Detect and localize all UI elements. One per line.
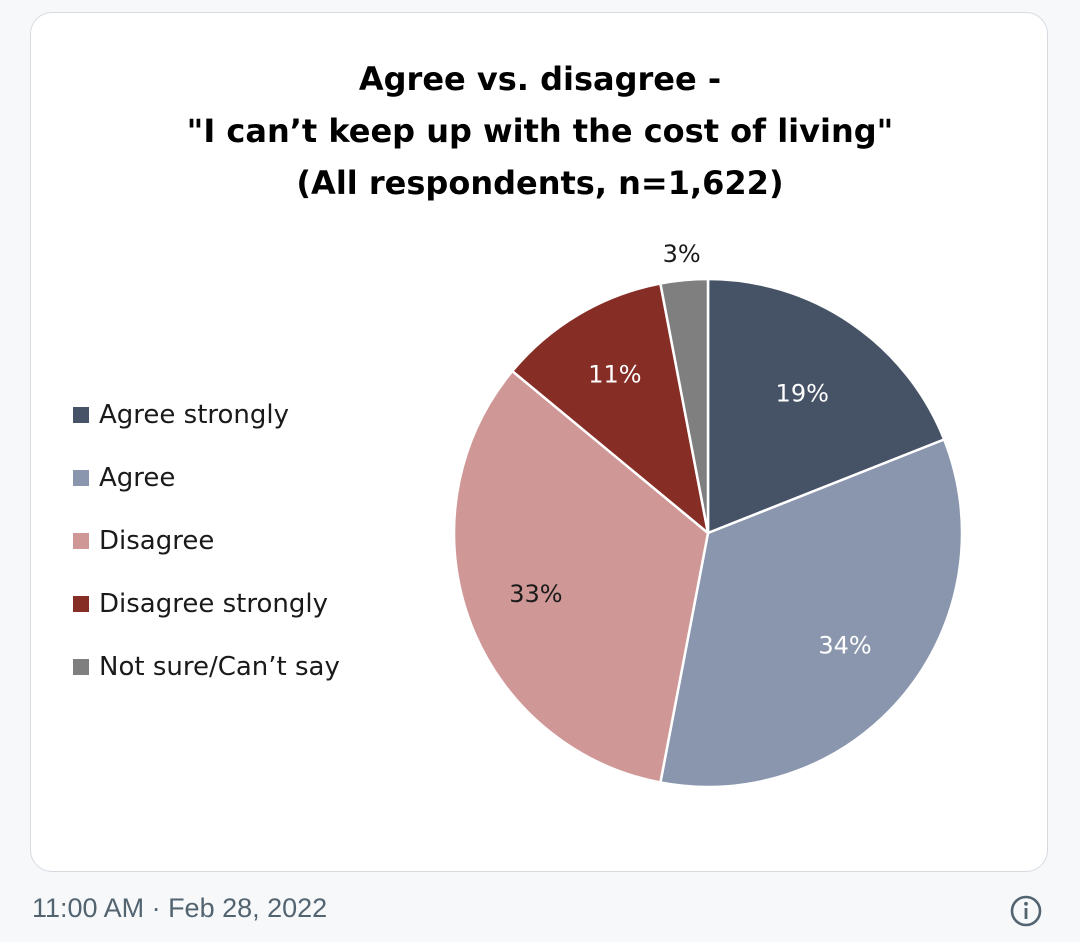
slice-data-label: 19% [776, 379, 829, 407]
pie-chart: 19% 34% 33% 11% 3% [452, 240, 964, 789]
tweet-timestamp[interactable]: 11:00 AM · Feb 28, 2022 [32, 893, 328, 923]
legend-item: Disagree [73, 509, 433, 572]
pie-slice [511, 282, 710, 535]
pie-slice [659, 277, 710, 535]
slice-data-label: 11% [588, 361, 641, 389]
legend-item: Disagree strongly [73, 572, 433, 635]
legend-swatch [73, 532, 89, 549]
legend-label: Agree [99, 462, 176, 493]
legend-item: Not sure/Can’t say [73, 635, 433, 698]
legend-label: Disagree [99, 525, 215, 556]
legend-label: Disagree strongly [99, 588, 328, 619]
legend-item: Agree [73, 446, 433, 509]
chart-legend: Agree strongly Agree Disagree Disagree stro… [73, 383, 433, 698]
legend-label: Not sure/Can’t say [99, 651, 340, 682]
slice-data-label: 33% [509, 580, 562, 608]
pie-slice [706, 277, 946, 535]
chart-title-line-1: Agree vs. disagree - [358, 60, 722, 98]
chart-title-line-2: "I can’t keep up with the cost of living… [186, 112, 894, 150]
legend-swatch [73, 469, 89, 486]
legend-swatch [73, 406, 89, 423]
pie-slice [452, 369, 710, 784]
legend-swatch [73, 658, 89, 675]
pie-slice [659, 438, 964, 789]
legend-label: Agree strongly [99, 399, 290, 430]
tweet-media-card[interactable]: Agree vs. disagree - "I can’t keep up wi… [30, 12, 1048, 872]
chart-title-line-3: (All respondents, n=1,622) [296, 164, 784, 202]
slice-data-label: 34% [818, 631, 871, 659]
legend-swatch [73, 595, 89, 612]
info-circle-icon[interactable] [1008, 893, 1044, 929]
slice-data-label: 3% [663, 240, 701, 268]
legend-item: Agree strongly [73, 383, 433, 446]
chart-title: Agree vs. disagree - "I can’t keep up wi… [31, 53, 1047, 209]
